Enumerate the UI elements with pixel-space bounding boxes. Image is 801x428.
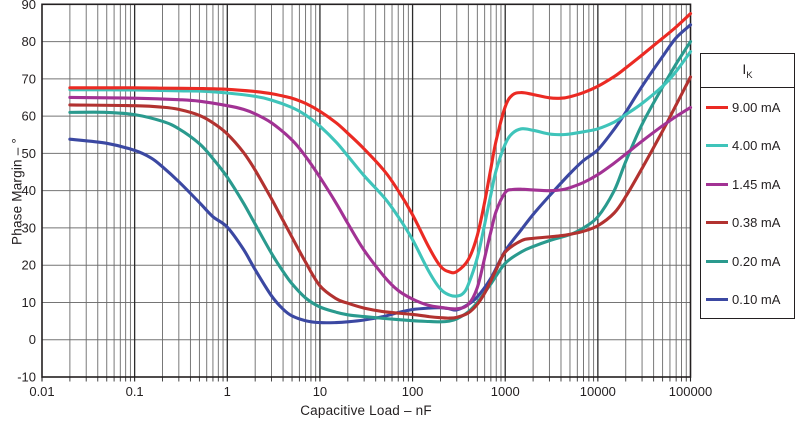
x-tick-label: 100	[402, 384, 424, 399]
legend-label: 9.00 mA	[732, 99, 781, 115]
y-tick-label: 30	[22, 220, 36, 235]
y-tick-label: 0	[29, 332, 36, 347]
y-tick-label: 20	[22, 258, 36, 273]
y-tick-label: 90	[22, 0, 36, 12]
curve-4-00-ma	[68, 50, 693, 298]
y-tick-label: 70	[22, 71, 36, 86]
y-axis-title: Phase Margin – °	[9, 138, 25, 245]
legend-entries: 9.00 mA 4.00 mA 1.45 mA 0.38 mA 0.20 mA 0.10 …	[701, 88, 794, 319]
x-tick-label: 100000	[669, 384, 712, 399]
legend-label: 0.38 mA	[732, 215, 781, 231]
curve-1-45-ma	[68, 95, 693, 311]
x-tick-label: 0.01	[29, 384, 54, 399]
y-tick-label: 50	[22, 146, 36, 161]
legend-swatch	[706, 221, 728, 225]
y-tick-label: 80	[22, 34, 36, 49]
curve-9-00-ma	[68, 12, 693, 275]
legend-label: 1.45 mA	[732, 176, 781, 192]
curve-0-10-ma	[68, 23, 693, 325]
legend-label: 4.00 mA	[732, 138, 781, 154]
legend-title-symbol: IK	[742, 60, 753, 81]
legend-swatch	[706, 105, 728, 109]
legend-swatch	[706, 144, 728, 148]
legend-title: IK	[701, 54, 794, 88]
x-tick-label: 1	[224, 384, 231, 399]
x-tick-label: 1000	[491, 384, 520, 399]
legend-swatch	[706, 298, 728, 302]
y-tick-label: 40	[22, 183, 36, 198]
x-tick-label: 10000	[580, 384, 616, 399]
x-tick-label: 10	[313, 384, 327, 399]
curve-0-20-ma	[68, 40, 693, 324]
y-tick-label: 60	[22, 109, 36, 124]
legend-label: 0.20 mA	[732, 253, 781, 269]
legend-swatch	[706, 259, 728, 263]
legend-box: IK 9.00 mA 4.00 mA 1.45 mA 0.38 mA 0.20 mA 0.…	[700, 53, 795, 319]
curve-0-38-ma	[68, 75, 693, 320]
x-tick-label: 0.1	[126, 384, 144, 399]
plot-frame	[41, 3, 692, 378]
legend-label: 0.10 mA	[732, 292, 781, 308]
y-tick-label: 10	[22, 295, 36, 310]
y-tick-label: -10	[17, 370, 36, 385]
x-axis-title: Capacitive Load – nF	[300, 403, 432, 418]
legend-swatch	[706, 182, 728, 186]
